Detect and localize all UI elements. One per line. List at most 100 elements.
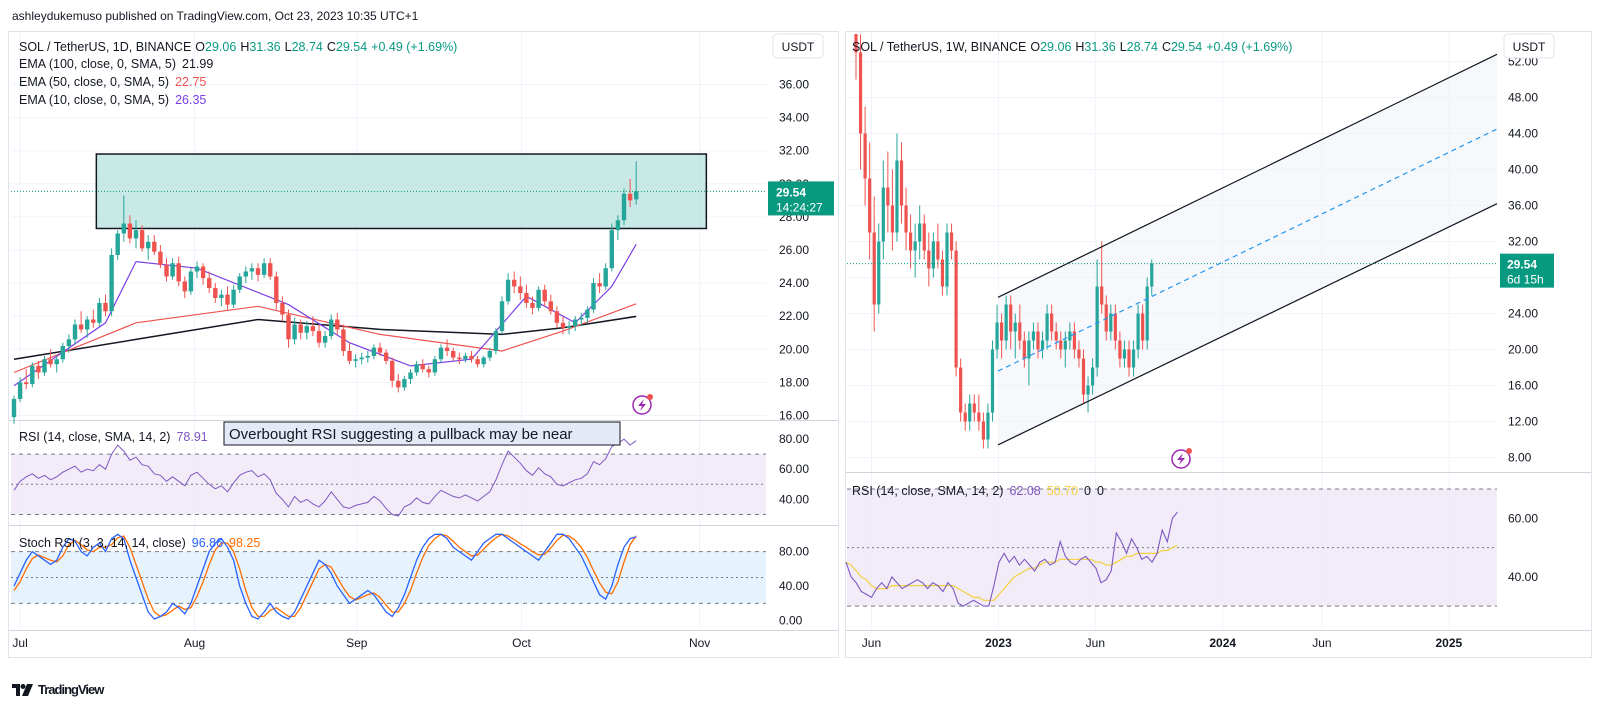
rsi-tick-label: 60.00 <box>1508 511 1538 525</box>
candle-body <box>886 187 890 206</box>
candle-body <box>1013 322 1017 332</box>
candle-body <box>881 187 885 242</box>
stoch-k-line <box>13 533 637 620</box>
candle-body <box>918 223 922 242</box>
candle-body <box>237 276 242 290</box>
daily-oscillator-levels <box>11 453 766 604</box>
candle-body <box>1095 286 1099 368</box>
candle-body <box>524 293 529 303</box>
candle-body <box>457 357 462 360</box>
weekly-currency-button[interactable]: USDT <box>1503 33 1555 59</box>
daily-low: 28.74 <box>292 40 323 54</box>
candle-body <box>268 263 273 277</box>
daily-currency-button[interactable]: USDT <box>772 33 824 59</box>
price-tick-label: 36.00 <box>1508 199 1538 213</box>
candle-body <box>615 220 621 231</box>
candle-body <box>377 347 383 353</box>
weekly-lightning-icon[interactable] <box>1171 448 1192 469</box>
candle-body <box>981 421 985 440</box>
candle-body <box>274 276 279 303</box>
candle-body <box>627 193 633 201</box>
candle-body <box>1136 313 1140 350</box>
candle-body <box>573 319 578 327</box>
candle-body <box>78 324 84 330</box>
price-tick-label: 34.00 <box>779 111 809 125</box>
price-tick-label: 44.00 <box>1508 127 1538 141</box>
candle-body <box>408 372 413 380</box>
stoch-tick-label: 80.00 <box>779 545 809 559</box>
candle-body <box>1122 349 1127 359</box>
ema10-line <box>13 243 637 387</box>
candle-body <box>1068 331 1072 341</box>
candle-body <box>97 302 102 323</box>
daily-rsi-line <box>13 438 637 517</box>
candle-body <box>463 355 468 360</box>
candle-body <box>1141 313 1145 341</box>
candle-body <box>1100 286 1104 305</box>
daily-lightning-icon[interactable] <box>632 394 653 415</box>
price-tick-label: 20.00 <box>779 342 809 356</box>
daily-axis-ticks: 36.0034.0032.0030.0028.0026.0024.0022.00… <box>12 78 809 651</box>
candle-body <box>868 178 872 233</box>
candle-body <box>995 322 999 350</box>
candle-body <box>1127 349 1131 368</box>
weekly-high-label: H <box>1075 40 1084 54</box>
stoch-tick-label: 40.00 <box>779 579 809 593</box>
daily-change: +0.49 (+1.69%) <box>371 40 457 54</box>
price-tick-label: 32.00 <box>779 144 809 158</box>
candle-body <box>949 232 954 251</box>
candle-body <box>17 382 23 399</box>
candle-body <box>963 412 967 422</box>
price-tick-label: 22.00 <box>779 309 809 323</box>
candle-body <box>972 403 976 413</box>
time-tick-label: Jun <box>1312 636 1331 650</box>
candle-body <box>1036 331 1040 350</box>
candle-body <box>566 326 572 328</box>
weekly-open-label: O <box>1030 40 1040 54</box>
candle-body <box>182 281 187 292</box>
time-tick-label: 2024 <box>1209 636 1236 650</box>
candle-body <box>402 379 407 388</box>
annotation-box[interactable] <box>223 421 621 446</box>
weekly-close-label: C <box>1162 40 1171 54</box>
candle-body <box>1091 367 1095 386</box>
candle-body <box>609 230 614 269</box>
candle-body <box>1113 313 1117 341</box>
daily-candles <box>11 161 639 424</box>
candle-body <box>383 352 389 361</box>
candle-body <box>207 278 212 289</box>
time-tick-label: Sep <box>346 636 368 650</box>
price-tick-label: 40.00 <box>1508 163 1538 177</box>
candle-body <box>530 302 535 308</box>
candle-body <box>1054 331 1058 341</box>
candle-body <box>493 331 499 351</box>
candle-body <box>954 250 958 368</box>
rsi-tick-label: 40.00 <box>779 492 809 506</box>
price-tick-label: 32.00 <box>1508 235 1538 249</box>
channel-lower-line <box>997 203 1498 446</box>
candle-body <box>54 359 59 365</box>
candle-body <box>432 359 438 373</box>
candle-body <box>1086 385 1090 395</box>
candle-body <box>487 350 492 358</box>
candle-body <box>139 230 145 249</box>
time-tick-label: 2023 <box>985 636 1012 650</box>
ema10-legend: EMA (10, close, 0, SMA, 5) 26.35 <box>19 93 206 107</box>
candle-body <box>858 52 863 134</box>
candle-body <box>959 367 963 413</box>
weekly-rsi-line <box>845 511 1178 607</box>
svg-text:14:24:27: 14:24:27 <box>776 200 823 214</box>
stoch-tick-label: 0.00 <box>779 614 803 628</box>
price-tick-label: 48.00 <box>1508 91 1538 105</box>
rsi-tick-label: 60.00 <box>779 462 809 476</box>
candle-body <box>986 412 990 440</box>
candle-body <box>438 347 444 360</box>
tradingview-brand[interactable]: TradingView <box>38 682 104 697</box>
candle-body <box>1118 340 1122 359</box>
candle-body <box>1059 340 1063 350</box>
charts-canvas: 36.0034.0032.0030.0028.0026.0024.0022.00… <box>8 31 1592 658</box>
candle-body <box>597 283 602 287</box>
price-tick-label: 20.00 <box>1508 343 1538 357</box>
candle-body <box>909 232 913 251</box>
candle-body <box>426 369 431 373</box>
